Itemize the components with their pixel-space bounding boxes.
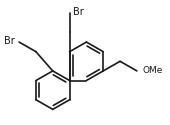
Text: OMe: OMe — [143, 66, 163, 75]
Text: Br: Br — [73, 7, 84, 17]
Text: Br: Br — [4, 36, 14, 46]
